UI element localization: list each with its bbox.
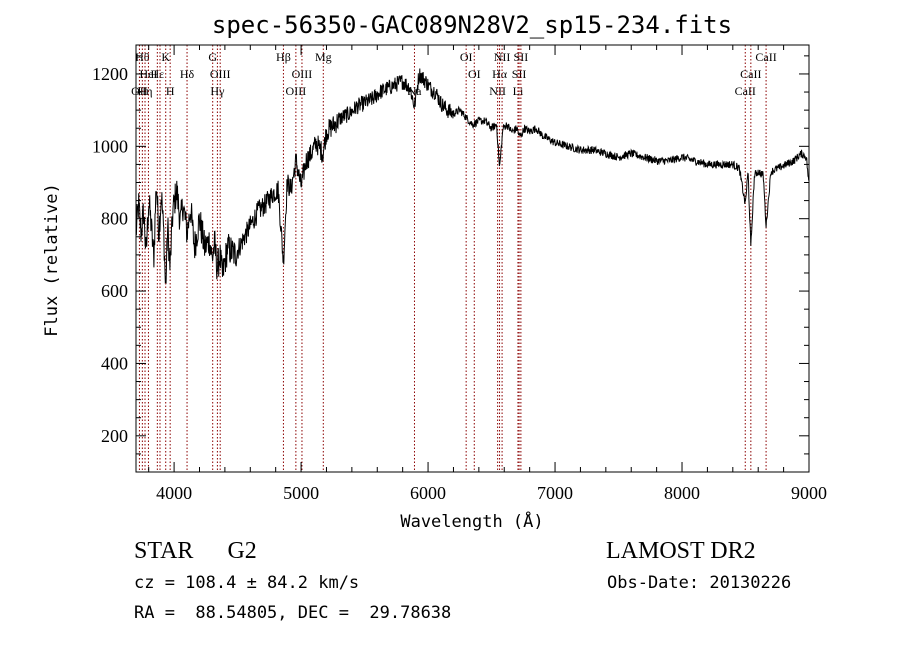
y-tick-label: 800 bbox=[101, 209, 128, 229]
redshift-text: cz = 108.4 ± 84.2 km/s bbox=[134, 573, 360, 593]
x-tick-label: 9000 bbox=[791, 483, 827, 503]
marker-label: Mg bbox=[315, 50, 332, 64]
marker-label: NII bbox=[489, 84, 506, 98]
marker-label: Hε bbox=[150, 67, 164, 81]
marker-label: K bbox=[161, 50, 170, 64]
plot-frame bbox=[135, 44, 810, 473]
marker-label: OIII bbox=[210, 67, 231, 81]
x-tick-label: 8000 bbox=[664, 483, 700, 503]
marker-label: OI bbox=[468, 67, 481, 81]
marker-label: Hβ bbox=[276, 50, 291, 64]
y-tick-label: 400 bbox=[101, 353, 128, 373]
marker-label: Hα bbox=[492, 67, 508, 81]
marker-label: Hθ bbox=[135, 50, 150, 64]
marker-label: Hγ bbox=[210, 84, 225, 98]
y-axis-label: Flux (relative) bbox=[42, 183, 62, 337]
marker-label: G bbox=[208, 50, 217, 64]
y-tick-label: 600 bbox=[101, 281, 128, 301]
marker-label: H bbox=[166, 84, 175, 98]
chart-title: spec-56350-GAC089N28V2_sp15-234.fits bbox=[212, 11, 732, 39]
x-tick-label: 4000 bbox=[156, 483, 192, 503]
marker-label: Li bbox=[513, 84, 524, 98]
marker-label: SII bbox=[512, 67, 527, 81]
x-tick-label: 7000 bbox=[537, 483, 573, 503]
marker-label: Hη bbox=[138, 84, 153, 98]
object-subclass: G2 bbox=[227, 538, 257, 564]
classification: STAR G2 bbox=[134, 538, 257, 565]
marker-label: CaII bbox=[740, 67, 761, 81]
marker-label: SII bbox=[514, 50, 529, 64]
marker-label: CaII bbox=[735, 84, 756, 98]
x-tick-label: 6000 bbox=[410, 483, 446, 503]
marker-label: Hδ bbox=[180, 67, 195, 81]
obs-date-text: Obs-Date: 20130226 bbox=[607, 573, 792, 593]
marker-label: HeI bbox=[139, 67, 157, 81]
marker-label: NII bbox=[494, 50, 511, 64]
line-markers: OIIHθHηHeIHεKHHδGHγOIIIHβOIIIOIIIMgNaOIO… bbox=[131, 45, 777, 472]
y-tick-label: 200 bbox=[101, 426, 128, 446]
marker-label: OII bbox=[131, 84, 148, 98]
y-tick-label: 1000 bbox=[92, 136, 128, 156]
object-class: STAR bbox=[134, 538, 194, 564]
marker-label: CaII bbox=[755, 50, 776, 64]
x-tick-label: 5000 bbox=[283, 483, 319, 503]
marker-label: OIII bbox=[292, 67, 313, 81]
x-axis-label: Wavelength (Å) bbox=[400, 510, 543, 532]
survey-name: LAMOST DR2 bbox=[606, 538, 756, 564]
spectrum-line bbox=[135, 68, 810, 285]
axis-ticks: 4000 5000 6000 7000 8000 9000 200 400 600 800 1000… bbox=[92, 45, 827, 503]
marker-label: OIII bbox=[286, 84, 307, 98]
marker-label: OI bbox=[460, 50, 473, 64]
y-tick-label: 1200 bbox=[92, 64, 128, 84]
radec-text: RA = 88.54805, DEC = 29.78638 bbox=[134, 603, 452, 623]
